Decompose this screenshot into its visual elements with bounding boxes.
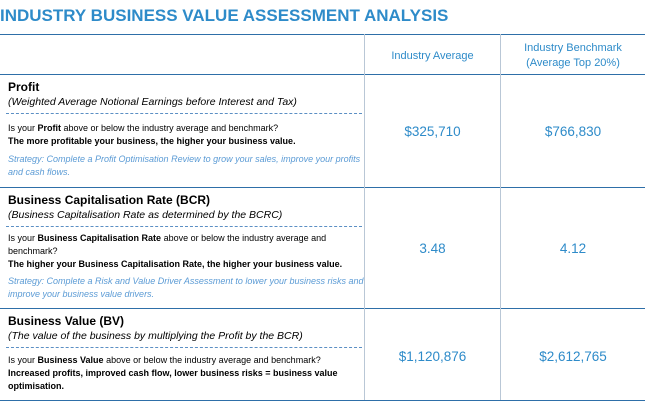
- value-benchmark-profit: $766,830: [544, 124, 602, 139]
- section-title-profit: Profit: [8, 80, 40, 94]
- section-title-bv: Business Value (BV): [8, 314, 125, 328]
- strategy-profit: Strategy: Complete a Profit Optimisation…: [8, 154, 361, 177]
- question-text: Is your: [8, 123, 38, 133]
- header-industry-benchmark: Industry Benchmark (Average Top 20%): [501, 41, 645, 71]
- question-emphasis: The higher your Business Capitalisation …: [8, 259, 343, 269]
- column-divider-2: [500, 34, 501, 400]
- question-text: above or below the industry average and …: [103, 355, 321, 365]
- question-text: Is your: [8, 355, 38, 365]
- header-bottom-rule: [0, 74, 645, 75]
- question-bcr: Is your Business Capitalisation Rate abo…: [8, 232, 358, 271]
- strategy-bcr: Strategy: Complete a Risk and Value Driv…: [8, 276, 364, 299]
- question-emphasis: Increased profits, improved cash flow, l…: [8, 368, 338, 391]
- question-profit: Is your Profit above or below the indust…: [8, 122, 358, 148]
- row-divider-2: [0, 308, 645, 309]
- question-bold: Profit: [37, 123, 62, 133]
- value-average-bv: $1,120,876: [398, 349, 467, 364]
- question-bold: Business Value: [37, 355, 104, 365]
- value-average-profit: $325,710: [404, 124, 461, 139]
- question-text: above or below the industry average and …: [61, 123, 279, 133]
- section-divider-profit: [6, 113, 362, 114]
- column-divider-1: [364, 34, 365, 400]
- page-title: INDUSTRY BUSINESS VALUE ASSESSMENT ANALY…: [0, 6, 449, 25]
- header-industry-average: Industry Average: [391, 50, 474, 62]
- section-divider-bv: [6, 347, 362, 348]
- section-subtitle-profit: (Weighted Average Notional Earnings befo…: [8, 96, 297, 108]
- question-text: above or below the industry average and …: [8, 233, 327, 256]
- header-benchmark-line1: Industry Benchmark: [524, 42, 622, 54]
- header-benchmark-line2: (Average Top 20%): [526, 57, 620, 69]
- value-benchmark-bv: $2,612,765: [539, 349, 607, 364]
- table-bottom-rule: [0, 400, 645, 401]
- question-bold: Business Capitalisation Rate: [37, 233, 162, 243]
- row-divider-1: [0, 187, 645, 188]
- section-subtitle-bv: (The value of the business by multiplyin…: [8, 330, 303, 342]
- section-divider-bcr: [6, 226, 362, 227]
- question-text: Is your: [8, 233, 38, 243]
- table-top-rule: [0, 34, 645, 35]
- section-title-bcr: Business Capitalisation Rate (BCR): [8, 193, 211, 207]
- section-subtitle-bcr: (Business Capitalisation Rate as determi…: [8, 209, 283, 221]
- value-benchmark-bcr: 4.12: [559, 241, 587, 256]
- question-emphasis: The more profitable your business, the h…: [8, 136, 296, 146]
- value-average-bcr: 3.48: [419, 241, 446, 256]
- question-bv: Is your Business Value above or below th…: [8, 354, 358, 393]
